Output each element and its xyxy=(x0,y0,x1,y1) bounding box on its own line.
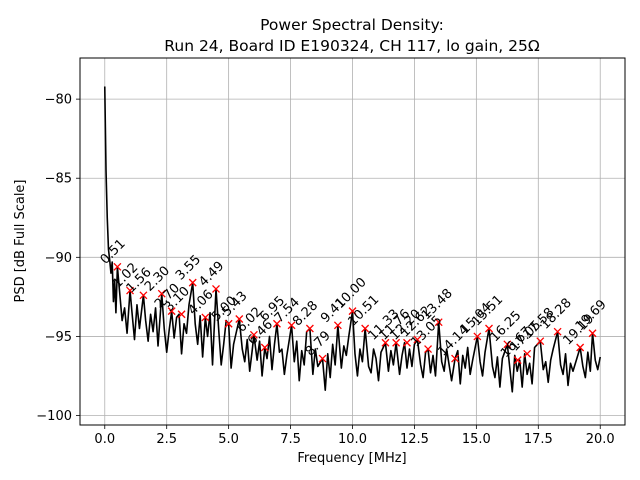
peak-marker xyxy=(201,313,210,322)
x-axis-label: Frequency [MHz] xyxy=(297,451,406,466)
peak-marker xyxy=(167,307,176,316)
peak-markers xyxy=(113,262,597,365)
peak-marker xyxy=(260,343,269,352)
peak-marker xyxy=(348,307,357,316)
x-tick-label: 10.0 xyxy=(338,432,367,447)
peak-marker xyxy=(318,354,327,363)
peak-marker xyxy=(576,343,585,352)
peak-marker xyxy=(513,356,522,365)
x-axis-ticks: 0.0 2.5 5.0 7.5 10.0 12.5 15.0 17.5 20.0 xyxy=(94,425,615,447)
y-tick-label: −100 xyxy=(36,409,72,424)
y-tick-label: −80 xyxy=(45,93,72,108)
peak-marker xyxy=(413,335,422,344)
peak-marker xyxy=(536,337,545,346)
peak-marker xyxy=(249,330,258,339)
grid xyxy=(80,58,625,425)
peak-marker xyxy=(139,291,148,300)
chart-title: Power Spectral Density: xyxy=(260,16,444,34)
y-tick-label: −95 xyxy=(45,330,72,345)
peak-marker xyxy=(553,327,562,336)
x-tick-label: 17.5 xyxy=(524,432,553,447)
x-tick-label: 5.0 xyxy=(218,432,239,447)
peak-marker xyxy=(177,310,186,319)
peak-marker xyxy=(333,321,342,330)
peak-marker xyxy=(588,329,597,338)
peak-marker xyxy=(503,340,512,349)
x-tick-label: 7.5 xyxy=(280,432,301,447)
y-tick-label: −85 xyxy=(45,172,72,187)
y-axis-label: PSD [dB Full Scale] xyxy=(13,179,28,302)
x-tick-label: 2.5 xyxy=(156,432,177,447)
peak-marker xyxy=(451,354,460,363)
peak-marker xyxy=(523,349,532,358)
peak-marker xyxy=(392,338,401,347)
peak-marker xyxy=(434,318,443,327)
peak-marker xyxy=(473,332,482,341)
chart-subtitle: Run 24, Board ID E190324, CH 117, lo gai… xyxy=(164,37,540,55)
y-tick-label: −90 xyxy=(45,251,72,266)
y-axis-ticks: −100 −95 −90 −85 −80 xyxy=(36,93,80,424)
peak-marker xyxy=(381,338,390,347)
peak-marker xyxy=(305,324,314,333)
peak-marker xyxy=(113,262,122,271)
peak-marker xyxy=(157,289,166,298)
peak-marker xyxy=(361,324,370,333)
peak-marker xyxy=(126,286,135,295)
x-tick-label: 20.0 xyxy=(586,432,615,447)
peak-marker xyxy=(403,338,411,347)
x-tick-label: 0.0 xyxy=(94,432,115,447)
peak-marker xyxy=(485,324,493,333)
peak-marker xyxy=(424,345,433,354)
peak-marker xyxy=(287,321,296,330)
peak-marker xyxy=(235,315,244,323)
peak-marker xyxy=(272,319,281,328)
peak-marker xyxy=(188,278,197,287)
peak-marker xyxy=(224,319,233,328)
peak-marker xyxy=(212,284,220,293)
x-tick-label: 12.5 xyxy=(400,432,429,447)
x-tick-label: 15.0 xyxy=(462,432,491,447)
